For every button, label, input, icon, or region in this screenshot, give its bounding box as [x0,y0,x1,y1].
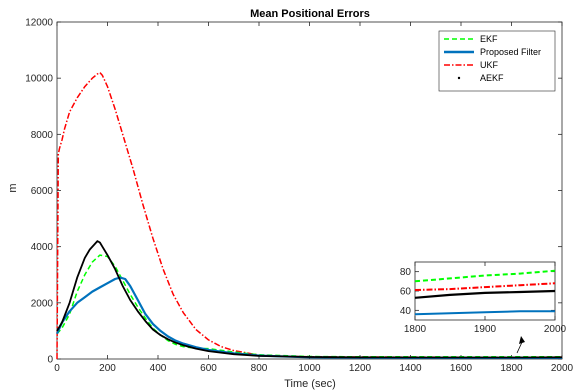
legend-box [438,30,556,92]
x-tick-label: 600 [200,363,217,374]
zoom-arrow-head [519,336,525,344]
inset-y-tick-label: 60 [400,287,412,298]
y-tick-label: 8000 [31,130,54,141]
series-lines [55,71,563,360]
y-tick-label: 0 [47,355,53,366]
inset-x-tick-label: 1900 [474,324,497,335]
inset-series-ekf [414,269,556,283]
inset-series-lines [414,269,556,316]
legend: EKF Proposed Filter UKF AEKF [438,30,556,92]
x-tick-label: 2000 [551,363,574,374]
y-tick-label: 2000 [31,298,54,309]
zoom-arrow [516,336,525,354]
legend-label-proposed: Proposed Filter [480,47,541,57]
inset-x-tick-label: 2000 [544,324,567,335]
x-tick-label: 1600 [450,363,473,374]
inset-series-aekf [414,289,556,299]
y-tick-label: 12000 [25,18,53,29]
x-tick-label: 200 [99,363,116,374]
series-ukf [56,71,563,360]
series-aekf [56,240,563,359]
y-tick-label: 10000 [25,74,53,85]
axis-ticks: 0 200 400 600 800 1000 1200 1400 1600 1800 2000 0 20… [25,18,573,375]
x-tick-label: 1200 [349,363,372,374]
inset-series-proposed-filter [414,310,555,316]
inset-series-ukf [414,282,556,291]
x-tick-label: 1400 [399,363,422,374]
y-tick-label: 6000 [31,186,54,197]
inset-y-tick-label: 40 [400,306,412,317]
inset-plot: 1800 1900 2000 40 60 80 [400,261,567,335]
legend-label-ekf: EKF [480,34,498,44]
x-axis-label: Time (sec) [284,378,336,390]
chart-title: Mean Positional Errors [250,8,370,20]
y-axis-label: m [7,183,19,192]
inset-x-tick-label: 1800 [404,324,427,335]
inset-y-tick-label: 80 [400,267,412,278]
x-tick-label: 400 [150,363,167,374]
legend-label-aekf: AEKF [480,73,504,83]
x-tick-label: 0 [54,363,60,374]
legend-swatch-aekf [457,76,461,80]
x-tick-label: 1000 [298,363,321,374]
x-tick-label: 1800 [500,363,523,374]
legend-label-ukf: UKF [480,60,499,70]
x-tick-label: 800 [251,363,268,374]
y-tick-label: 4000 [31,242,54,253]
